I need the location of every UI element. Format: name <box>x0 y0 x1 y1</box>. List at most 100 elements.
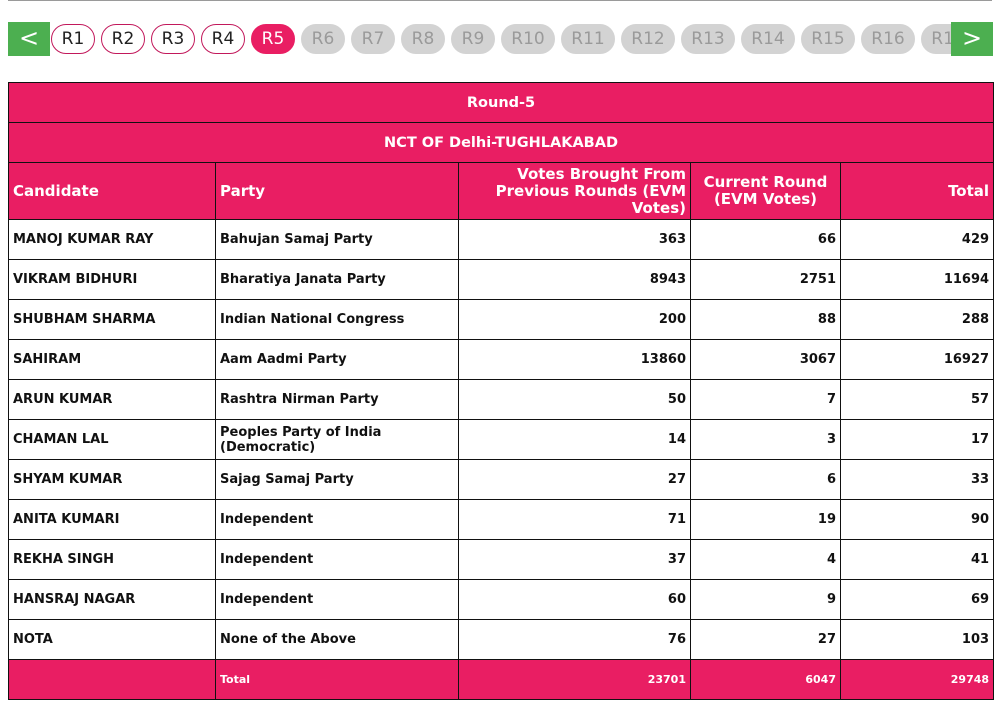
previous-votes: 13860 <box>458 339 691 380</box>
table-row: SHYAM KUMAR Sajag Samaj Party 27 6 33 <box>8 459 995 500</box>
total-label: Total <box>215 659 459 700</box>
previous-votes: 37 <box>458 539 691 580</box>
round-pill-r14[interactable]: R14 <box>741 24 795 54</box>
current-votes: 6 <box>690 459 841 500</box>
round-pill-r12[interactable]: R12 <box>621 24 675 54</box>
current-votes: 2751 <box>690 259 841 300</box>
total-votes: 57 <box>839 379 995 420</box>
total-current-votes: 6047 <box>690 659 841 700</box>
round-pill-r3[interactable]: R3 <box>151 24 195 54</box>
round-pill-track: R1 R2 R3 R4 R5 R6 R7 R8 R9 R10 R11 R12 R13 R14 R15 R16 R… <box>8 22 993 56</box>
party-name: Bharatiya Janata Party <box>215 259 459 300</box>
current-votes: 3067 <box>690 339 841 380</box>
table-row: ANITA KUMARI Independent 71 19 90 <box>8 499 995 540</box>
table-row: SAHIRAM Aam Aadmi Party 13860 3067 16927 <box>8 339 995 380</box>
constituency-title: NCT OF Delhi-TUGHLAKABAD <box>7 122 995 163</box>
party-name: Aam Aadmi Party <box>215 339 459 380</box>
total-votes: 29748 <box>839 659 995 700</box>
previous-votes: 363 <box>458 219 691 260</box>
party-name: Independent <box>215 499 459 540</box>
candidate-name: CHAMAN LAL <box>8 419 216 460</box>
current-votes: 9 <box>690 579 841 620</box>
total-votes: 429 <box>839 219 995 260</box>
round-pill-r16[interactable]: R16 <box>861 24 915 54</box>
previous-votes: 8943 <box>458 259 691 300</box>
header-total: Total <box>839 162 995 220</box>
party-name: None of the Above <box>215 619 459 660</box>
round-pill-r6[interactable]: R6 <box>301 24 345 54</box>
total-votes: 17 <box>839 419 995 460</box>
header-party: Party <box>215 162 459 220</box>
party-name: Bahujan Samaj Party <box>215 219 459 260</box>
candidate-name: ARUN KUMAR <box>8 379 216 420</box>
table-row: CHAMAN LAL Peoples Party of India (Democr… <box>8 419 995 460</box>
candidate-name: NOTA <box>8 619 216 660</box>
table-row: SHUBHAM SHARMA Indian National Congress 20… <box>8 299 995 340</box>
total-votes: 90 <box>839 499 995 540</box>
table-row: VIKRAM BIDHURI Bharatiya Janata Party 8943… <box>8 259 995 300</box>
previous-votes: 200 <box>458 299 691 340</box>
round-pill-r13[interactable]: R13 <box>681 24 735 54</box>
table-row: ARUN KUMAR Rashtra Nirman Party 50 7 57 <box>8 379 995 420</box>
round-title: Round-5 <box>7 82 995 123</box>
round-pill-r4[interactable]: R4 <box>201 24 245 54</box>
header-previous-votes: Votes Brought From Previous Rounds (EVM … <box>458 162 691 220</box>
total-votes: 41 <box>839 539 995 580</box>
total-votes: 33 <box>839 459 995 500</box>
total-votes: 288 <box>839 299 995 340</box>
current-votes: 7 <box>690 379 841 420</box>
total-row: Total 23701 6047 29748 <box>8 659 995 700</box>
total-votes: 16927 <box>839 339 995 380</box>
current-votes: 3 <box>690 419 841 460</box>
total-votes: 69 <box>839 579 995 620</box>
round-pill-r15[interactable]: R15 <box>801 24 855 54</box>
current-votes: 4 <box>690 539 841 580</box>
party-name: Independent <box>215 539 459 580</box>
candidate-name: REKHA SINGH <box>8 539 216 580</box>
table-row: NOTA None of the Above 76 27 103 <box>8 619 995 660</box>
total-previous-votes: 23701 <box>458 659 691 700</box>
previous-votes: 60 <box>458 579 691 620</box>
current-votes: 27 <box>690 619 841 660</box>
round-pill-r5[interactable]: R5 <box>251 24 295 54</box>
candidate-name: VIKRAM BIDHURI <box>8 259 216 300</box>
top-divider <box>8 0 992 1</box>
candidate-name: HANSRAJ NAGAR <box>8 579 216 620</box>
round-pill-r7[interactable]: R7 <box>351 24 395 54</box>
party-name: Indian National Congress <box>215 299 459 340</box>
table-row: HANSRAJ NAGAR Independent 60 9 69 <box>8 579 995 620</box>
current-votes: 19 <box>690 499 841 540</box>
round-pill-r10[interactable]: R10 <box>501 24 555 54</box>
candidate-name: SHYAM KUMAR <box>8 459 216 500</box>
party-name: Rashtra Nirman Party <box>215 379 459 420</box>
round-pill-r11[interactable]: R11 <box>561 24 615 54</box>
total-votes: 11694 <box>839 259 995 300</box>
round-pill-r1[interactable]: R1 <box>51 24 95 54</box>
candidate-name: SHUBHAM SHARMA <box>8 299 216 340</box>
previous-votes: 14 <box>458 419 691 460</box>
table-row: MANOJ KUMAR RAY Bahujan Samaj Party 363 66 4… <box>8 219 995 260</box>
round-pill-r9[interactable]: R9 <box>451 24 495 54</box>
result-rows: MANOJ KUMAR RAY Bahujan Samaj Party 363 66 4… <box>8 219 995 660</box>
previous-votes: 71 <box>458 499 691 540</box>
party-name: Peoples Party of India (Democratic) <box>215 419 459 460</box>
previous-votes: 27 <box>458 459 691 500</box>
total-label-cell <box>8 659 216 700</box>
candidate-name: SAHIRAM <box>8 339 216 380</box>
candidate-name: ANITA KUMARI <box>8 499 216 540</box>
next-round-button[interactable]: > <box>951 22 993 56</box>
table-row: REKHA SINGH Independent 37 4 41 <box>8 539 995 580</box>
total-votes: 103 <box>839 619 995 660</box>
previous-round-button[interactable]: < <box>8 22 50 56</box>
header-current-votes: Current Round (EVM Votes) <box>690 162 841 220</box>
current-votes: 66 <box>690 219 841 260</box>
round-results-table: Round-5 NCT OF Delhi-TUGHLAKABAD Candida… <box>7 82 995 700</box>
round-navigation: < R1 R2 R3 R4 R5 R6 R7 R8 R9 R10 R11 R12 R13 R14 R15 R1… <box>8 22 993 56</box>
candidate-name: MANOJ KUMAR RAY <box>8 219 216 260</box>
round-pill-r2[interactable]: R2 <box>101 24 145 54</box>
header-candidate: Candidate <box>8 162 216 220</box>
previous-votes: 76 <box>458 619 691 660</box>
round-pill-r8[interactable]: R8 <box>401 24 445 54</box>
party-name: Independent <box>215 579 459 620</box>
previous-votes: 50 <box>458 379 691 420</box>
